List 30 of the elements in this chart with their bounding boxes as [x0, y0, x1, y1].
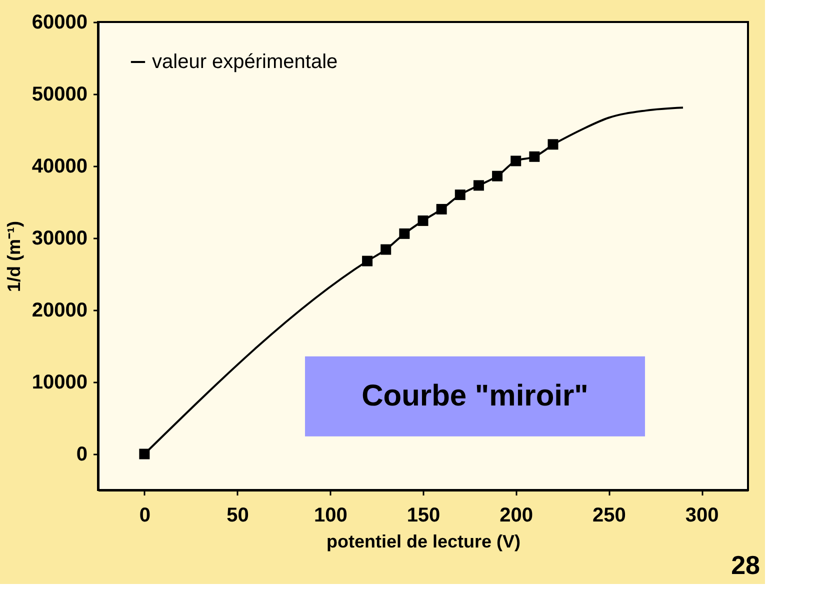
- x-tick-label: 250: [592, 504, 626, 526]
- y-tick-label: 10000: [32, 372, 88, 394]
- y-tick-label: 30000: [32, 228, 88, 250]
- point: [454, 190, 466, 200]
- y-tick-label: 40000: [32, 156, 88, 178]
- y-tick-label: 0: [76, 444, 88, 466]
- legend-label: valeur expérimentale: [152, 51, 338, 73]
- point: [510, 156, 522, 166]
- x-tick-label: 50: [226, 504, 249, 526]
- annotation: Courbe "miroir": [362, 379, 588, 412]
- x-tick-label: 300: [685, 504, 719, 526]
- point: [362, 256, 373, 266]
- point: [380, 244, 392, 255]
- x-tick-label: 150: [406, 504, 440, 526]
- y-tick-label: 50000: [32, 84, 88, 106]
- point: [492, 170, 503, 182]
- y-axis-title: 1/d (m⁻¹): [4, 221, 24, 292]
- y-tick-label: 20000: [32, 300, 88, 322]
- point: [139, 448, 150, 460]
- x-axis-title: potentiel de lecture (V): [326, 532, 521, 552]
- text: 28: [731, 550, 760, 580]
- x-tick-label: 200: [500, 504, 534, 526]
- point: [399, 228, 410, 239]
- x-tick-label: 0: [139, 504, 150, 526]
- point: [436, 204, 447, 214]
- x-tick-label: 100: [314, 504, 348, 526]
- y-tick-label: 60000: [32, 12, 88, 34]
- point: [473, 180, 484, 191]
- point: [418, 215, 428, 226]
- point: [529, 151, 540, 162]
